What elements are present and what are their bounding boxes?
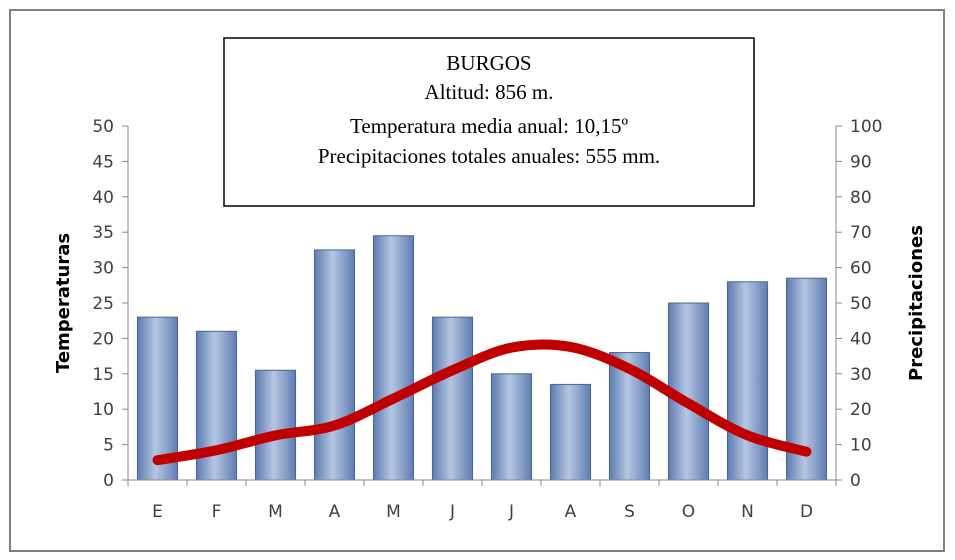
y-tick-label: 50 bbox=[92, 117, 114, 137]
y-tick-label: 40 bbox=[92, 188, 114, 208]
y-tick-label: 35 bbox=[92, 223, 114, 243]
y-tick-label: 10 bbox=[92, 400, 114, 420]
precip-bar bbox=[136, 316, 179, 481]
y2-tick-label: 10 bbox=[850, 436, 872, 456]
y-tick-label: 5 bbox=[103, 436, 114, 456]
y2-tick-label: 80 bbox=[850, 188, 872, 208]
temperature-line bbox=[152, 339, 812, 466]
title-line-4: Precipitaciones totales anuales: 555 mm. bbox=[318, 144, 660, 168]
y-tick-label: 30 bbox=[92, 259, 114, 279]
precip-bar bbox=[372, 235, 415, 481]
y2-tick-label: 70 bbox=[850, 223, 872, 243]
precip-bar bbox=[726, 281, 769, 481]
precip-bar bbox=[549, 383, 592, 481]
bars-group bbox=[136, 235, 828, 481]
x-tick-label: J bbox=[449, 502, 455, 522]
y2-tick-label: 90 bbox=[850, 152, 872, 172]
title-line-3: Temperatura media anual: 10,15º bbox=[350, 114, 628, 138]
y-tick-label: 0 bbox=[103, 471, 114, 491]
precip-bar bbox=[313, 249, 356, 481]
title-box: BURGOS Altitud: 856 m. Temperatura media… bbox=[223, 37, 755, 207]
y2-tick-label: 40 bbox=[850, 329, 872, 349]
x-tick-label: F bbox=[212, 502, 222, 522]
y2-tick-label: 60 bbox=[850, 259, 872, 279]
x-tick-label: A bbox=[329, 502, 341, 522]
precip-bar bbox=[431, 316, 474, 481]
y2-axis-title: Precipitaciones bbox=[906, 225, 927, 381]
axes-group: 0 5 10 15 20 25 30 35 40 45 50 0 10 20 30 40 50 60 70 80 90 1… bbox=[92, 117, 882, 522]
x-tick-label: O bbox=[682, 502, 695, 522]
x-tick-label: J bbox=[508, 502, 514, 522]
y2-tick-label: 0 bbox=[850, 471, 861, 491]
x-tick-label: S bbox=[624, 502, 635, 522]
y2-tick-label: 30 bbox=[850, 365, 872, 385]
title-line-2: Altitud: 856 m. bbox=[425, 80, 554, 104]
x-tick-label: N bbox=[741, 502, 754, 522]
title-box-border bbox=[223, 37, 755, 207]
x-tick-label: M bbox=[386, 502, 401, 522]
x-tick-label: D bbox=[800, 502, 813, 522]
y2-tick-label: 50 bbox=[850, 294, 872, 314]
y-tick-label: 45 bbox=[92, 152, 114, 172]
x-tick-label: M bbox=[268, 502, 283, 522]
precip-bar bbox=[490, 373, 533, 481]
line-group bbox=[152, 339, 812, 466]
y-tick-label: 15 bbox=[92, 365, 114, 385]
y2-tick-label: 20 bbox=[850, 400, 872, 420]
y-axis-title: Temperaturas bbox=[53, 233, 74, 373]
precip-bar bbox=[254, 369, 297, 481]
title-line-1: BURGOS bbox=[446, 51, 531, 75]
y2-tick-label: 100 bbox=[850, 117, 882, 137]
y-tick-label: 25 bbox=[92, 294, 114, 314]
y-tick-label: 20 bbox=[92, 329, 114, 349]
x-tick-label: A bbox=[565, 502, 577, 522]
x-tick-label: E bbox=[152, 502, 163, 522]
